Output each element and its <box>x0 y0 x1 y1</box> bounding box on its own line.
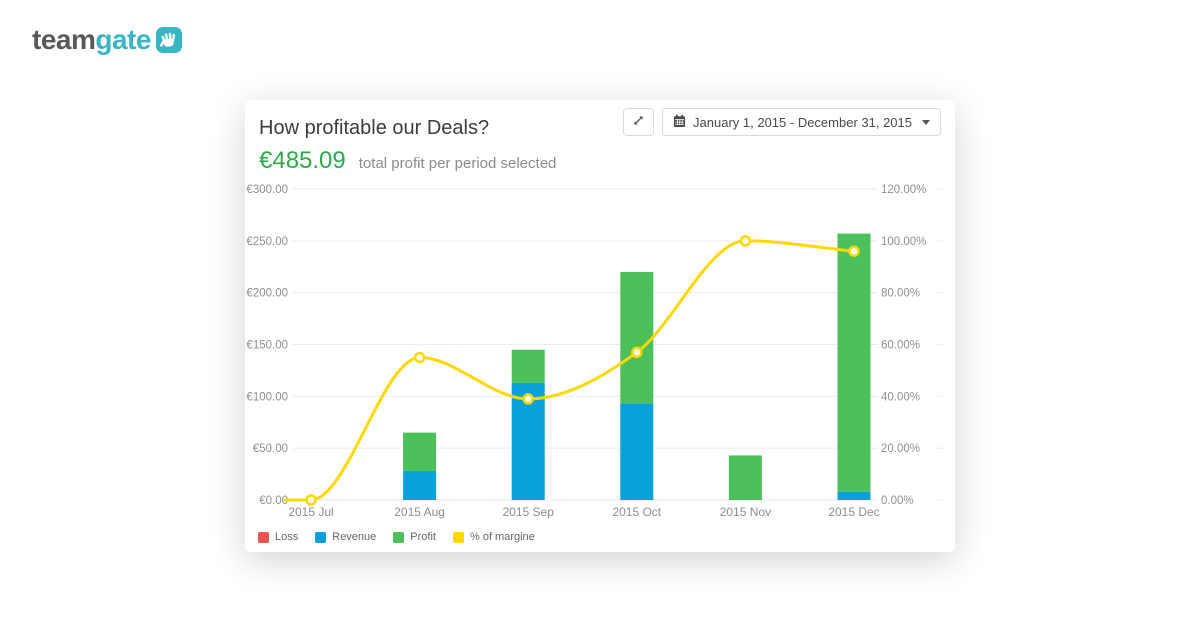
logo-text-team: team <box>32 24 96 55</box>
x-axis-label: 2015 Aug <box>394 505 445 519</box>
date-range-label: January 1, 2015 - December 31, 2015 <box>693 114 912 130</box>
legend-label: Loss <box>275 531 299 543</box>
widget-card: January 1, 2015 - December 31, 2015 How … <box>245 100 955 552</box>
margin-line-marker <box>739 235 752 247</box>
revenue-bar-segment <box>620 403 654 500</box>
legend-label: Profit <box>410 531 436 543</box>
expand-button[interactable] <box>623 108 655 136</box>
total-profit-caption: total profit per period selected <box>358 155 557 172</box>
margin-line-marker <box>522 393 534 405</box>
left-axis-label: €250.00 <box>246 236 288 248</box>
legend-item[interactable]: Profit <box>393 531 436 543</box>
revenue-bar-segment <box>837 491 871 500</box>
teamgate-logo: teamgate <box>32 26 182 54</box>
profit-bar-segment <box>403 432 437 471</box>
right-axis-label: 60.00% <box>881 340 920 352</box>
x-axis-label: 2015 Oct <box>612 505 661 519</box>
legend-item[interactable]: % of margine <box>452 531 535 543</box>
left-axis-label: €200.00 <box>246 288 288 300</box>
legend-swatch <box>315 531 327 543</box>
x-axis-label: 2015 Nov <box>720 505 771 519</box>
revenue-bar-segment <box>403 470 437 500</box>
chart-legend: Loss Revenue Profit % of margine <box>258 531 955 543</box>
caret-down-icon <box>922 119 930 125</box>
right-axis-label: 120.00% <box>881 184 926 196</box>
profit-chart: €300.00 120.00% €250.00 100.00% €200.00 80.00… <box>245 177 955 527</box>
right-axis-label: 100.00% <box>881 236 926 248</box>
left-axis-label: €100.00 <box>246 391 288 403</box>
left-axis-label: €150.00 <box>246 340 288 352</box>
logo-text-gate: gate <box>95 24 151 55</box>
legend-label: Revenue <box>332 531 377 543</box>
legend-swatch <box>258 531 269 543</box>
hand-icon <box>155 27 182 53</box>
profit-chart-svg: €300.00 120.00% €250.00 100.00% €200.00 80.00… <box>246 184 945 519</box>
x-axis-label: 2015 Jul <box>288 505 333 519</box>
expand-diagonal-icon <box>631 113 646 131</box>
profit-bar-segment <box>620 271 654 404</box>
calendar-icon <box>673 114 686 131</box>
legend-item[interactable]: Revenue <box>315 531 376 543</box>
left-axis-label: €300.00 <box>246 184 288 196</box>
total-profit-value: €485.09 <box>259 147 346 174</box>
right-axis-label: 80.00% <box>881 288 920 300</box>
margin-line <box>283 239 856 502</box>
margin-line-marker <box>631 346 643 359</box>
profit-bar-segment <box>511 349 545 383</box>
profit-bar-segment <box>728 455 762 500</box>
left-axis-label: €0.00 <box>259 495 288 507</box>
left-axis-label: €50.00 <box>253 443 288 455</box>
x-axis-label: 2015 Sep <box>503 505 555 519</box>
profit-bar-segment <box>837 233 871 492</box>
right-axis-label: 0.00% <box>881 495 914 507</box>
right-axis-label: 20.00% <box>881 443 920 455</box>
legend-swatch <box>452 531 464 543</box>
margin-line-marker <box>413 351 426 364</box>
widget-title: How profitable our Deals? <box>259 117 490 139</box>
margin-line-marker <box>848 245 860 257</box>
x-axis-label: 2015 Dec <box>828 505 879 519</box>
margin-line-marker <box>305 494 317 506</box>
card-toolbar: January 1, 2015 - December 31, 2015 <box>623 108 941 136</box>
legend-label: % of margine <box>469 531 535 543</box>
logo-text: teamgate <box>32 26 151 54</box>
legend-item[interactable]: Loss <box>258 531 298 543</box>
total-row: €485.09 total profit per period selected <box>259 147 955 174</box>
date-range-button[interactable]: January 1, 2015 - December 31, 2015 <box>662 108 941 136</box>
right-axis-label: 40.00% <box>881 391 920 403</box>
legend-swatch <box>393 531 405 543</box>
